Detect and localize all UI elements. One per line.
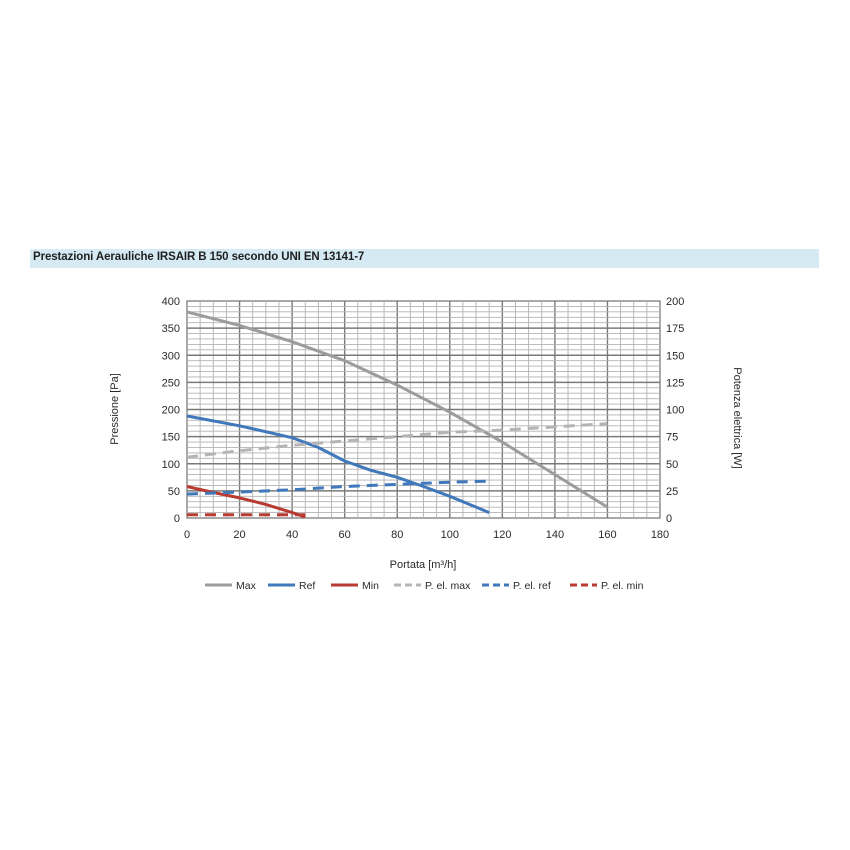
y2-tick-label: 25 [666, 486, 678, 498]
x-axis-label: Portata [m³/h] [390, 559, 457, 571]
y2-tick-label: 200 [666, 296, 684, 308]
legend-label-p-el-ref: P. el. ref [513, 580, 551, 592]
y-tick-label: 50 [168, 486, 180, 498]
legend-label-max: Max [236, 580, 257, 592]
x-tick-label: 60 [339, 529, 351, 541]
chart-title-bar: Prestazioni Aerauliche IRSAIR B 150 seco… [30, 249, 819, 268]
x-tick-label: 160 [598, 529, 616, 541]
legend-label-p-el-max: P. el. max [425, 580, 471, 592]
series-line-max [186, 310, 609, 509]
y2-tick-label: 100 [666, 405, 684, 417]
y2-tick-label: 125 [666, 377, 684, 389]
x-tick-label: 20 [233, 529, 245, 541]
y-tick-label: 400 [162, 296, 180, 308]
x-tick-label: 0 [184, 529, 190, 541]
y2-tick-label: 0 [666, 513, 672, 525]
y2-tick-label: 50 [666, 459, 678, 471]
y2-tick-label: 175 [666, 323, 684, 335]
x-tick-label: 40 [286, 529, 298, 541]
chart-legend: Max Ref Min P. el. max P. el. ref P. el. min [205, 580, 644, 592]
x-tick-label: 100 [441, 529, 459, 541]
y-tick-label: 100 [162, 459, 180, 471]
legend-label-p-el-min: P. el. min [601, 580, 644, 592]
y-tick-label: 0 [174, 513, 180, 525]
y-tick-label: 250 [162, 377, 180, 389]
y-tick-label: 200 [162, 405, 180, 417]
y2-tick-label: 75 [666, 432, 678, 444]
series-line-min [186, 485, 306, 519]
axis-ticks: 0 20 40 60 80 100 120 140 160 1800501001502002503… [162, 296, 685, 541]
series-layer [186, 310, 609, 519]
legend-label-ref: Ref [299, 580, 315, 592]
y2-tick-label: 150 [666, 350, 684, 362]
y-tick-label: 150 [162, 432, 180, 444]
chart-title: Prestazioni Aerauliche IRSAIR B 150 seco… [33, 251, 365, 263]
legend-label-min: Min [362, 580, 379, 592]
x-tick-label: 140 [546, 529, 564, 541]
x-tick-label: 180 [651, 529, 669, 541]
x-tick-label: 80 [391, 529, 403, 541]
y2-axis-label: Potenza elettrica [W] [731, 367, 743, 469]
y-axis-label: Pressione [Pa] [109, 373, 121, 445]
series-line-ref [186, 414, 490, 514]
y-tick-label: 350 [162, 323, 180, 335]
x-tick-label: 120 [493, 529, 511, 541]
y-tick-label: 300 [162, 350, 180, 362]
series-line-p-el-max [186, 422, 608, 459]
